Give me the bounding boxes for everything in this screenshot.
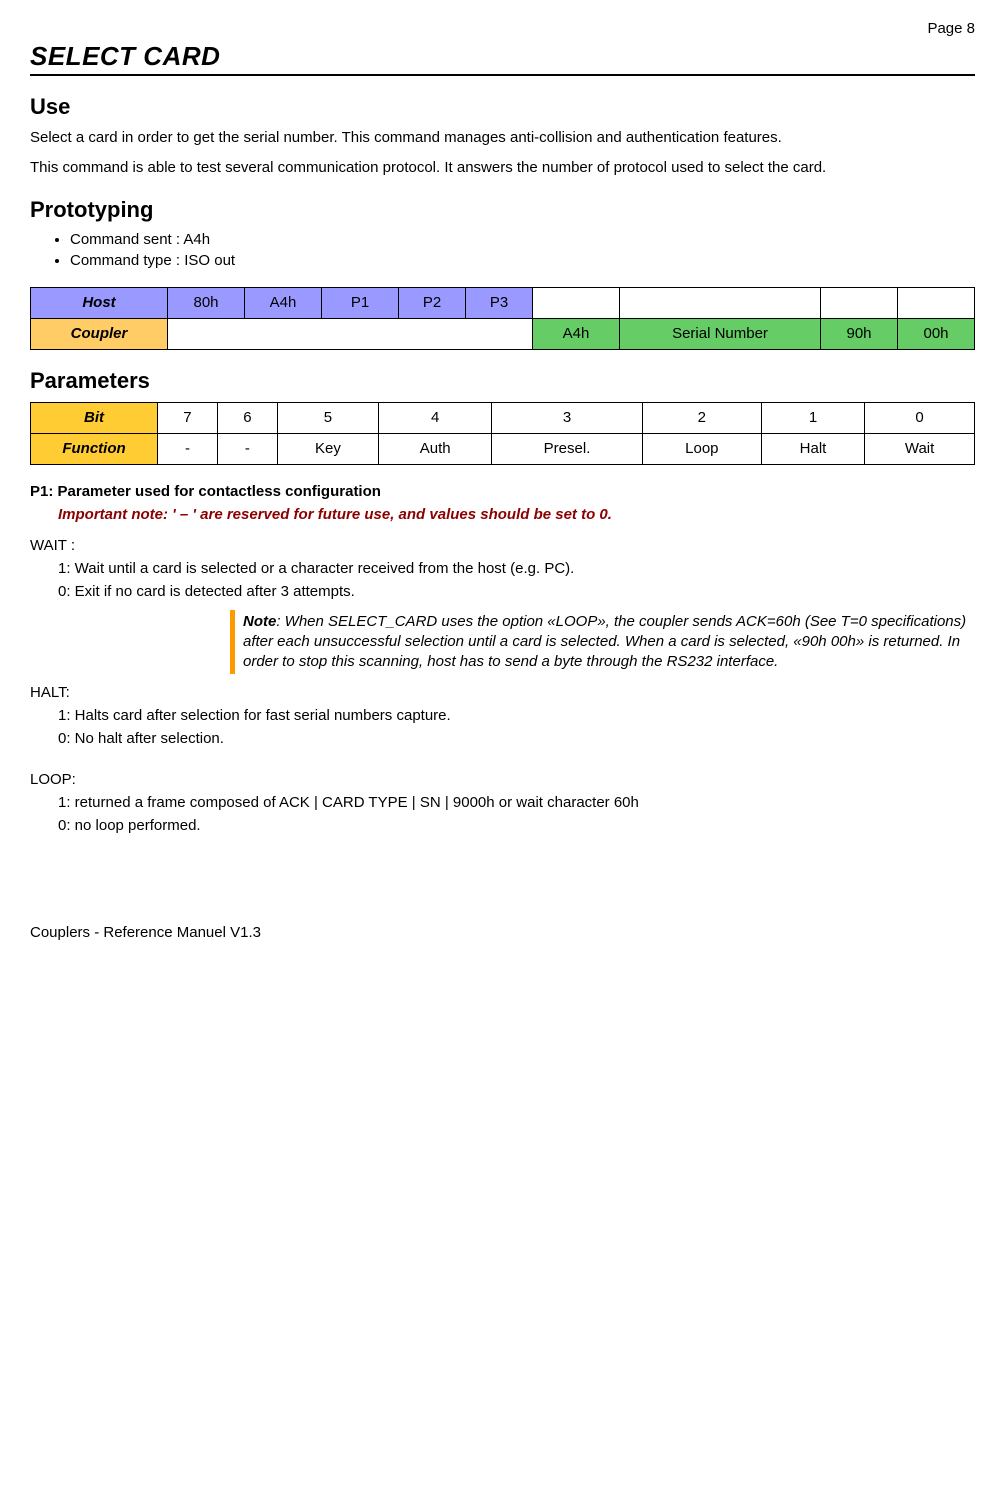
use-p1: Select a card in order to get the serial… [30,128,975,148]
table-cell: 2 [642,402,761,433]
loop-opt0: 0: no loop performed. [58,817,975,834]
table-cell: - [158,433,218,464]
table-cell: P1 [322,287,399,318]
host-header-cell: Host [31,287,168,318]
list-item: Command type : ISO out [70,252,975,269]
table-cell: Wait [865,433,975,464]
table-cell [898,287,975,318]
note-label: Note [243,613,276,630]
table-cell: Loop [642,433,761,464]
table-cell: 4 [379,402,492,433]
table-cell: Auth [379,433,492,464]
wait-label: WAIT : [30,537,975,554]
bit-header-cell: Bit [31,402,158,433]
title-divider [30,74,975,76]
function-header-cell: Function [31,433,158,464]
table-cell: A4h [533,318,620,349]
parameters-heading: Parameters [30,368,975,394]
table-cell: - [217,433,277,464]
table-cell: Halt [761,433,864,464]
table-cell: 00h [898,318,975,349]
table-cell: Presel. [492,433,643,464]
table-cell: P3 [466,287,533,318]
wait-opt1: 1: Wait until a card is selected or a ch… [58,560,975,577]
table-cell: 1 [761,402,864,433]
halt-opt0: 0: No halt after selection. [58,730,975,747]
p1-heading: P1: Parameter used for contactless confi… [30,483,975,500]
loop-label: LOOP: [30,771,975,788]
prototyping-list: Command sent : A4h Command type : ISO ou… [30,231,975,269]
bit-table: Bit 7 6 5 4 3 2 1 0 Function - - Key Aut… [30,402,975,465]
table-cell: 5 [277,402,378,433]
table-cell: 6 [217,402,277,433]
use-p2: This command is able to test several com… [30,158,975,178]
page-title: SELECT CARD [30,41,975,72]
table-cell: 7 [158,402,218,433]
use-heading: Use [30,94,975,120]
table-cell [620,287,821,318]
table-cell [821,287,898,318]
table-cell: Key [277,433,378,464]
page-number: Page 8 [30,20,975,37]
table-cell [168,318,533,349]
list-item: Command sent : A4h [70,231,975,248]
note-block: Note: When SELECT_CARD uses the option «… [230,610,975,675]
table-cell [533,287,620,318]
note-text: : When SELECT_CARD uses the option «LOOP… [243,613,966,671]
prototyping-heading: Prototyping [30,197,975,223]
halt-label: HALT: [30,684,975,701]
wait-opt0: 0: Exit if no card is detected after 3 a… [58,583,975,600]
table-cell: 80h [168,287,245,318]
table-cell: 0 [865,402,975,433]
table-cell: P2 [399,287,466,318]
halt-opt1: 1: Halts card after selection for fast s… [58,707,975,724]
protocol-table: Host 80h A4h P1 P2 P3 Coupler A4h Serial… [30,287,975,350]
footer: Couplers - Reference Manuel V1.3 [30,924,975,941]
important-note: Important note: ' – ' are reserved for f… [58,506,975,523]
table-cell: 3 [492,402,643,433]
table-cell: Serial Number [620,318,821,349]
table-cell: 90h [821,318,898,349]
table-cell: A4h [245,287,322,318]
loop-opt1: 1: returned a frame composed of ACK | CA… [58,794,975,811]
coupler-header-cell: Coupler [31,318,168,349]
